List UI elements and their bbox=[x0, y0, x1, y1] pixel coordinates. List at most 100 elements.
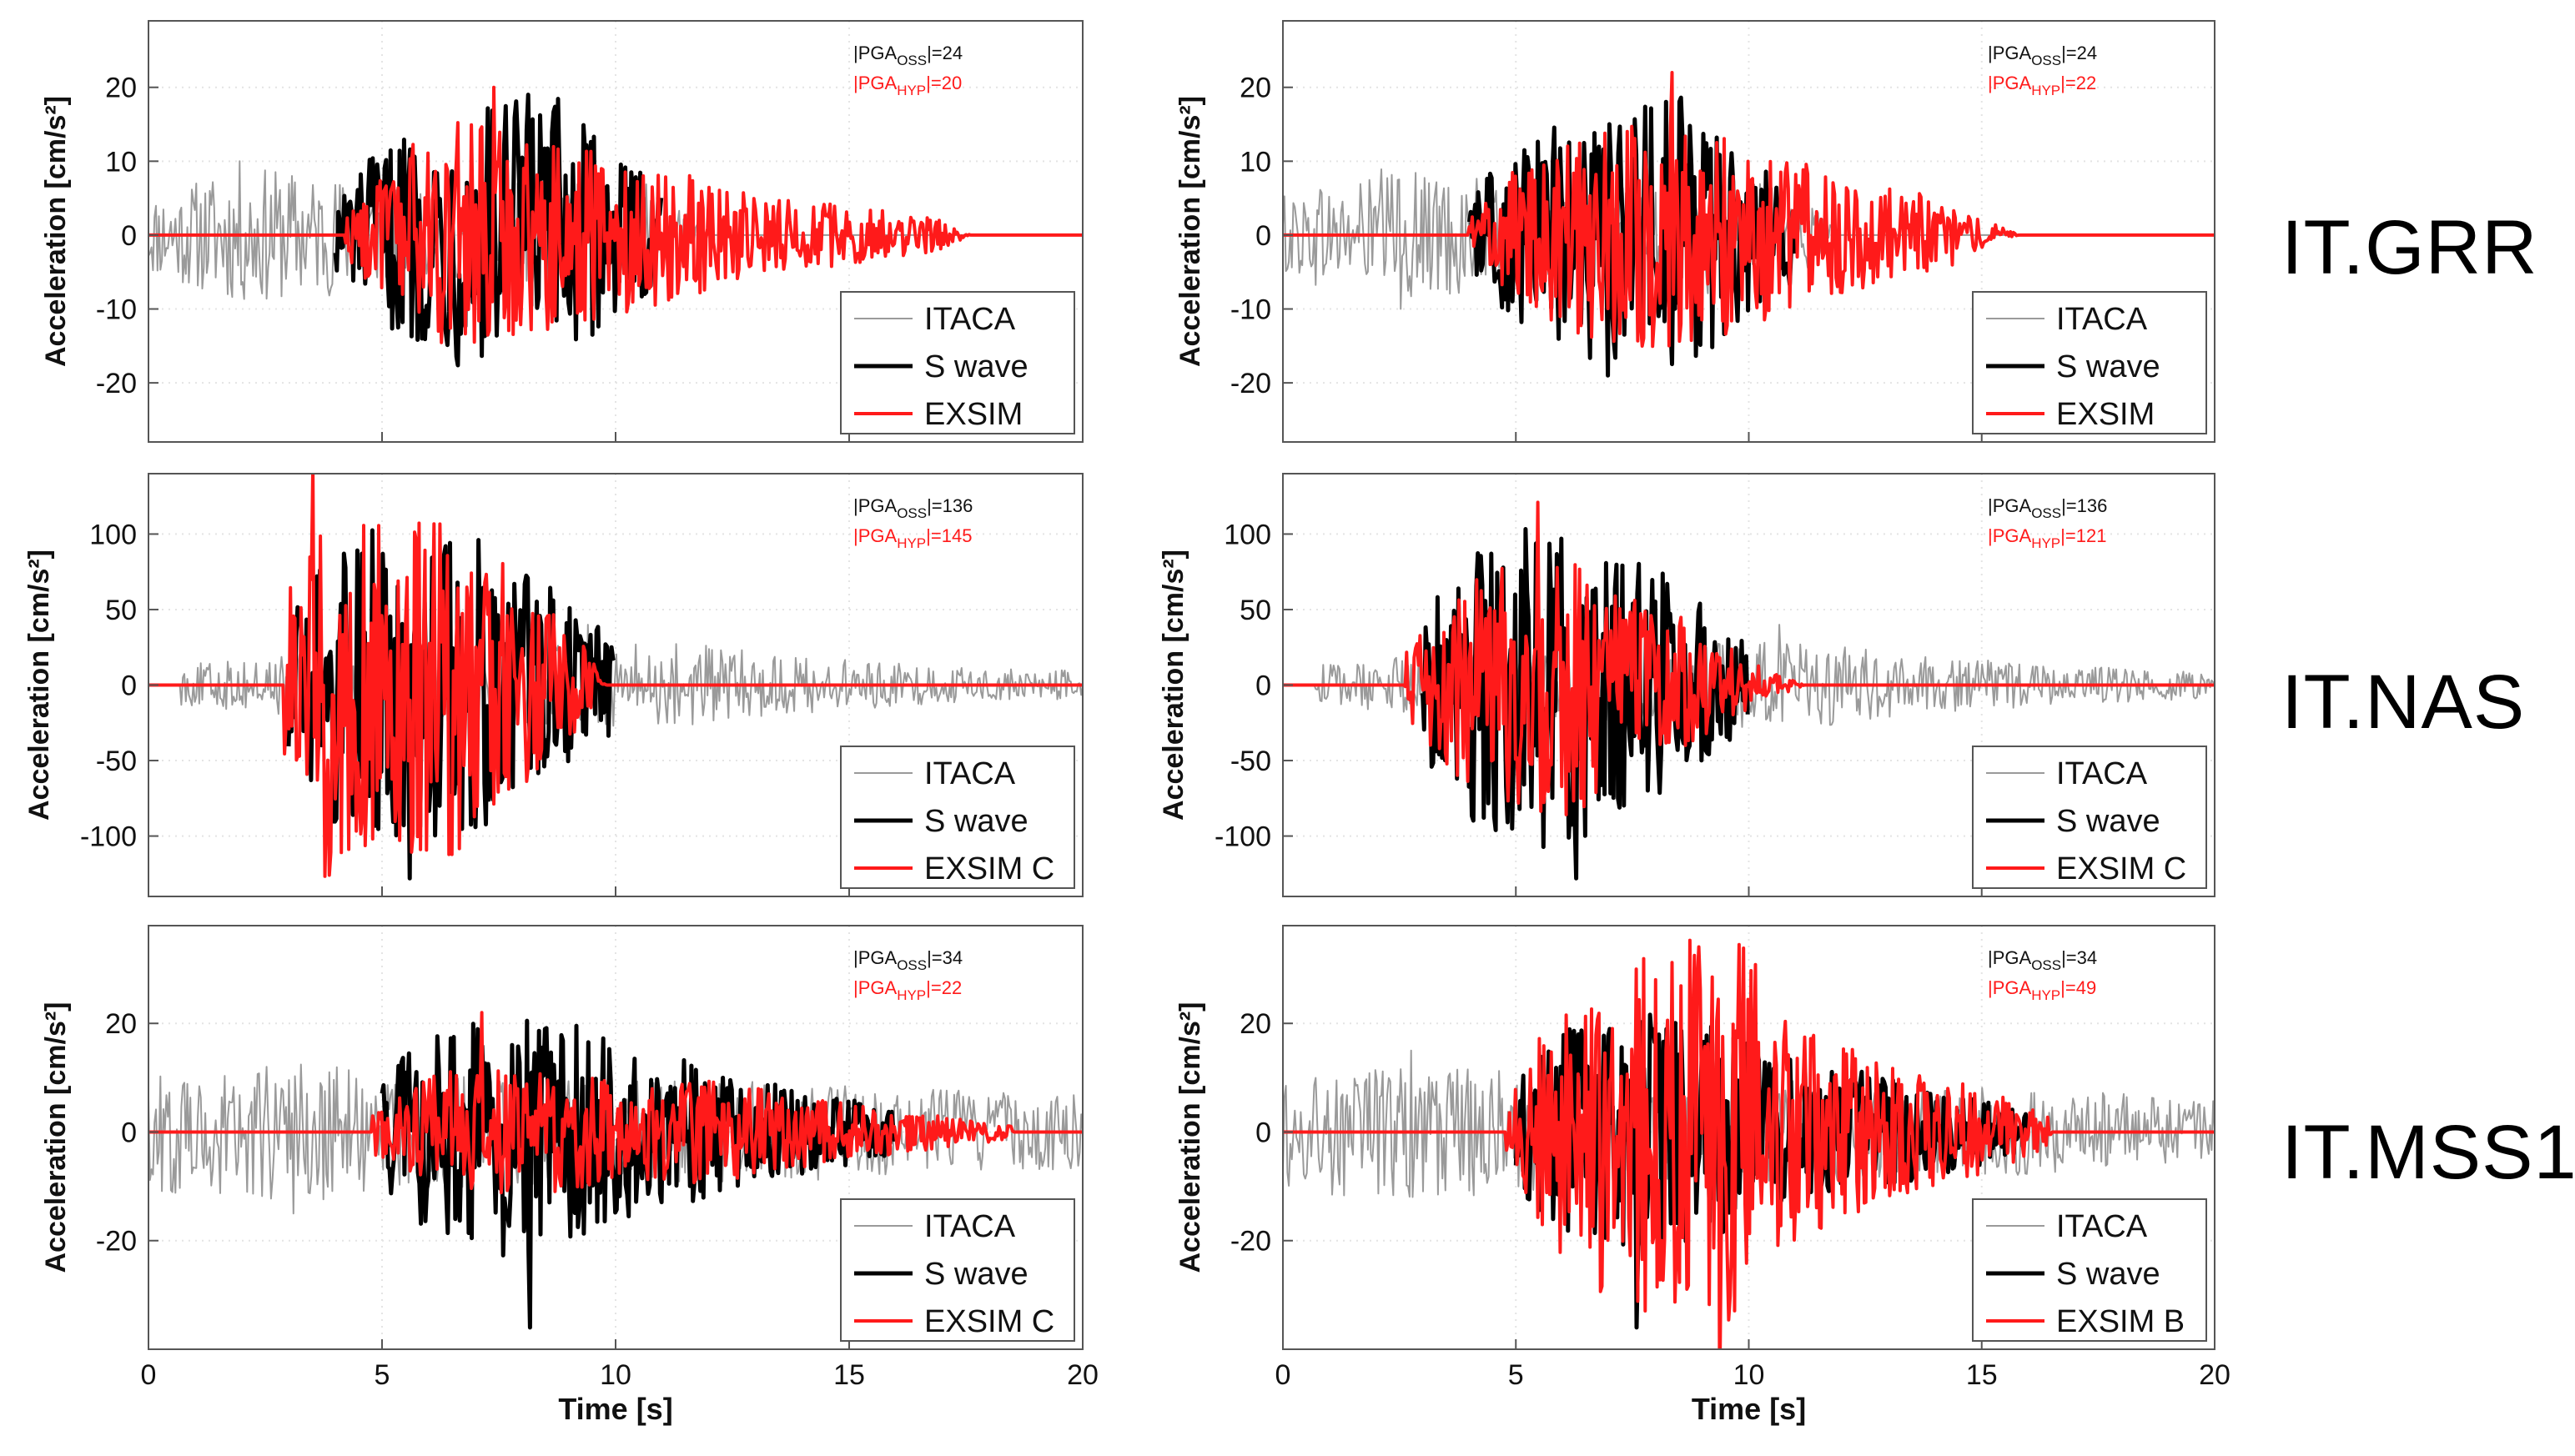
legend-box bbox=[1972, 746, 2207, 889]
legend: ITACA S wave EXSIM C bbox=[1972, 746, 2207, 889]
legend: ITACA S wave EXSIM C bbox=[840, 1198, 1075, 1342]
x-tick-label: 0 bbox=[1275, 1359, 1291, 1391]
legend-label: S wave bbox=[2056, 349, 2160, 384]
pga-oss-label: |PGAOSS|=136 bbox=[853, 495, 973, 521]
legend: ITACA S wave EXSIM bbox=[840, 291, 1075, 434]
pga-hyp-label: |PGAHYP|=49 bbox=[1988, 977, 2096, 1003]
y-tick-label: -20 bbox=[96, 1226, 137, 1258]
legend-label: S wave bbox=[2056, 1257, 2160, 1292]
x-tick-label: 10 bbox=[600, 1359, 631, 1391]
y-axis-label: Acceleration [cm/s²] bbox=[23, 550, 55, 821]
y-tick-label: 0 bbox=[121, 670, 137, 702]
waveforms bbox=[148, 1011, 1083, 1330]
legend-label: EXSIM bbox=[2056, 397, 2155, 432]
station-label-grr: IT.GRR bbox=[2281, 205, 2538, 290]
x-tick-label: 20 bbox=[1067, 1359, 1099, 1391]
y-tick-label: -10 bbox=[96, 294, 137, 326]
y-axis-label: Acceleration [cm/s²] bbox=[1174, 1002, 1206, 1273]
legend: ITACA S wave EXSIM B bbox=[1972, 1198, 2207, 1342]
pga-hyp-label: |PGAHYP|=20 bbox=[853, 73, 962, 98]
legend-label: ITACA bbox=[924, 1209, 1016, 1244]
legend-label: EXSIM C bbox=[924, 1304, 1054, 1339]
waveforms bbox=[148, 85, 1083, 368]
legend-label: EXSIM bbox=[924, 397, 1023, 432]
series-itaca bbox=[148, 1063, 1083, 1215]
series-exsim-c bbox=[148, 1011, 1083, 1195]
y-tick-label: 20 bbox=[105, 1008, 137, 1040]
legend-label: EXSIM C bbox=[924, 851, 1054, 886]
y-axis-label: Acceleration [cm/s²] bbox=[40, 1002, 72, 1273]
x-tick-label: 5 bbox=[375, 1359, 390, 1391]
pga-hyp-label: |PGAHYP|=121 bbox=[1988, 525, 2106, 551]
waveform-panel-nas-left: -100 -50 0 50 100 Acceleration [cm/s²] |PGAOSS… bbox=[23, 473, 1084, 897]
waveforms bbox=[1283, 71, 2215, 378]
legend-box bbox=[840, 1198, 1075, 1342]
pga-hyp-label: |PGAHYP|=22 bbox=[853, 977, 962, 1003]
y-tick-label: 0 bbox=[1255, 220, 1271, 252]
station-label-nas: IT.NAS bbox=[2281, 660, 2526, 745]
waveforms bbox=[1283, 938, 2215, 1349]
legend-label: EXSIM C bbox=[2056, 851, 2186, 886]
y-tick-label: 100 bbox=[1224, 519, 1271, 550]
x-tick-label: 5 bbox=[1508, 1359, 1524, 1391]
legend-box bbox=[840, 291, 1075, 434]
series-exsim-b bbox=[1283, 938, 2215, 1349]
legend-label: ITACA bbox=[924, 756, 1016, 791]
legend-label: ITACA bbox=[2056, 1209, 2148, 1244]
series-s-wave bbox=[333, 93, 664, 368]
y-tick-label: 20 bbox=[105, 73, 137, 104]
x-tick-label: 10 bbox=[1733, 1359, 1765, 1391]
waveform-panel-mss1-left: -20 0 20 0 5 10 15 20 Time [s] Acceleration [cm/s… bbox=[40, 925, 1099, 1426]
waveform-panel-grr-right: -20 -10 0 10 20 Acceleration [cm/s²] |PGAOSS|=… bbox=[1174, 20, 2215, 443]
pga-oss-label: |PGAOSS|=34 bbox=[1988, 947, 2097, 973]
y-tick-label: 0 bbox=[1255, 1117, 1271, 1148]
y-axis-label: Acceleration [cm/s²] bbox=[1174, 96, 1206, 367]
pga-oss-label: |PGAOSS|=34 bbox=[853, 947, 963, 973]
legend: ITACA S wave EXSIM bbox=[1972, 291, 2207, 434]
y-tick-label: 20 bbox=[1240, 73, 1271, 104]
x-tick-label: 20 bbox=[2199, 1359, 2230, 1391]
x-axis-label: Time [s] bbox=[558, 1392, 672, 1426]
y-tick-label: 0 bbox=[121, 1117, 137, 1148]
y-tick-label: -10 bbox=[1230, 294, 1271, 326]
pga-hyp-label: |PGAHYP|=22 bbox=[1988, 73, 2096, 98]
y-tick-label: -20 bbox=[96, 368, 137, 399]
legend-box bbox=[840, 746, 1075, 889]
legend-label: S wave bbox=[924, 349, 1028, 384]
legend-label: ITACA bbox=[2056, 302, 2148, 337]
y-axis-label: Acceleration [cm/s²] bbox=[40, 96, 72, 367]
y-tick-label: 0 bbox=[1255, 670, 1271, 702]
y-tick-label: 10 bbox=[1240, 146, 1271, 178]
legend-label: S wave bbox=[924, 1257, 1028, 1292]
y-tick-label: 0 bbox=[121, 220, 137, 252]
legend-box bbox=[1972, 291, 2207, 434]
y-tick-label: 50 bbox=[105, 595, 137, 626]
x-tick-label: 0 bbox=[141, 1359, 157, 1391]
y-tick-label: 10 bbox=[105, 146, 137, 178]
y-axis-label: Acceleration [cm/s²] bbox=[1158, 550, 1189, 821]
y-tick-label: 50 bbox=[1240, 595, 1271, 626]
legend-label: ITACA bbox=[2056, 756, 2148, 791]
legend: ITACA S wave EXSIM C bbox=[840, 746, 1075, 889]
waveforms bbox=[1283, 500, 2215, 881]
waveform-panel-mss1-right: -20 0 20 0 5 10 15 20 Time [s] Acceleration [cm/s… bbox=[1174, 925, 2230, 1426]
series-s-wave bbox=[1421, 527, 1750, 881]
waveform-panel-grr-left: -20 -10 0 10 20 Acceleration [cm/s²] |PGAOSS|=… bbox=[40, 20, 1084, 443]
y-tick-label: -100 bbox=[80, 821, 137, 853]
pga-oss-label: |PGAOSS|=24 bbox=[1988, 43, 2097, 68]
y-tick-label: 100 bbox=[89, 519, 137, 550]
series-exsim-c bbox=[148, 474, 1083, 878]
x-tick-label: 15 bbox=[833, 1359, 865, 1391]
x-axis-label: Time [s] bbox=[1692, 1392, 1806, 1426]
y-tick-label: -50 bbox=[1230, 746, 1271, 777]
pga-oss-label: |PGAOSS|=136 bbox=[1988, 495, 2107, 521]
y-tick-label: -20 bbox=[1230, 1226, 1271, 1258]
legend-label: ITACA bbox=[924, 302, 1016, 337]
pga-hyp-label: |PGAHYP|=145 bbox=[853, 525, 972, 551]
series-exsim bbox=[1283, 71, 2215, 349]
y-tick-label: -100 bbox=[1215, 821, 1271, 853]
y-tick-label: 20 bbox=[1240, 1008, 1271, 1040]
series-exsim bbox=[148, 85, 1083, 344]
series-exsim-c bbox=[1283, 500, 2215, 816]
